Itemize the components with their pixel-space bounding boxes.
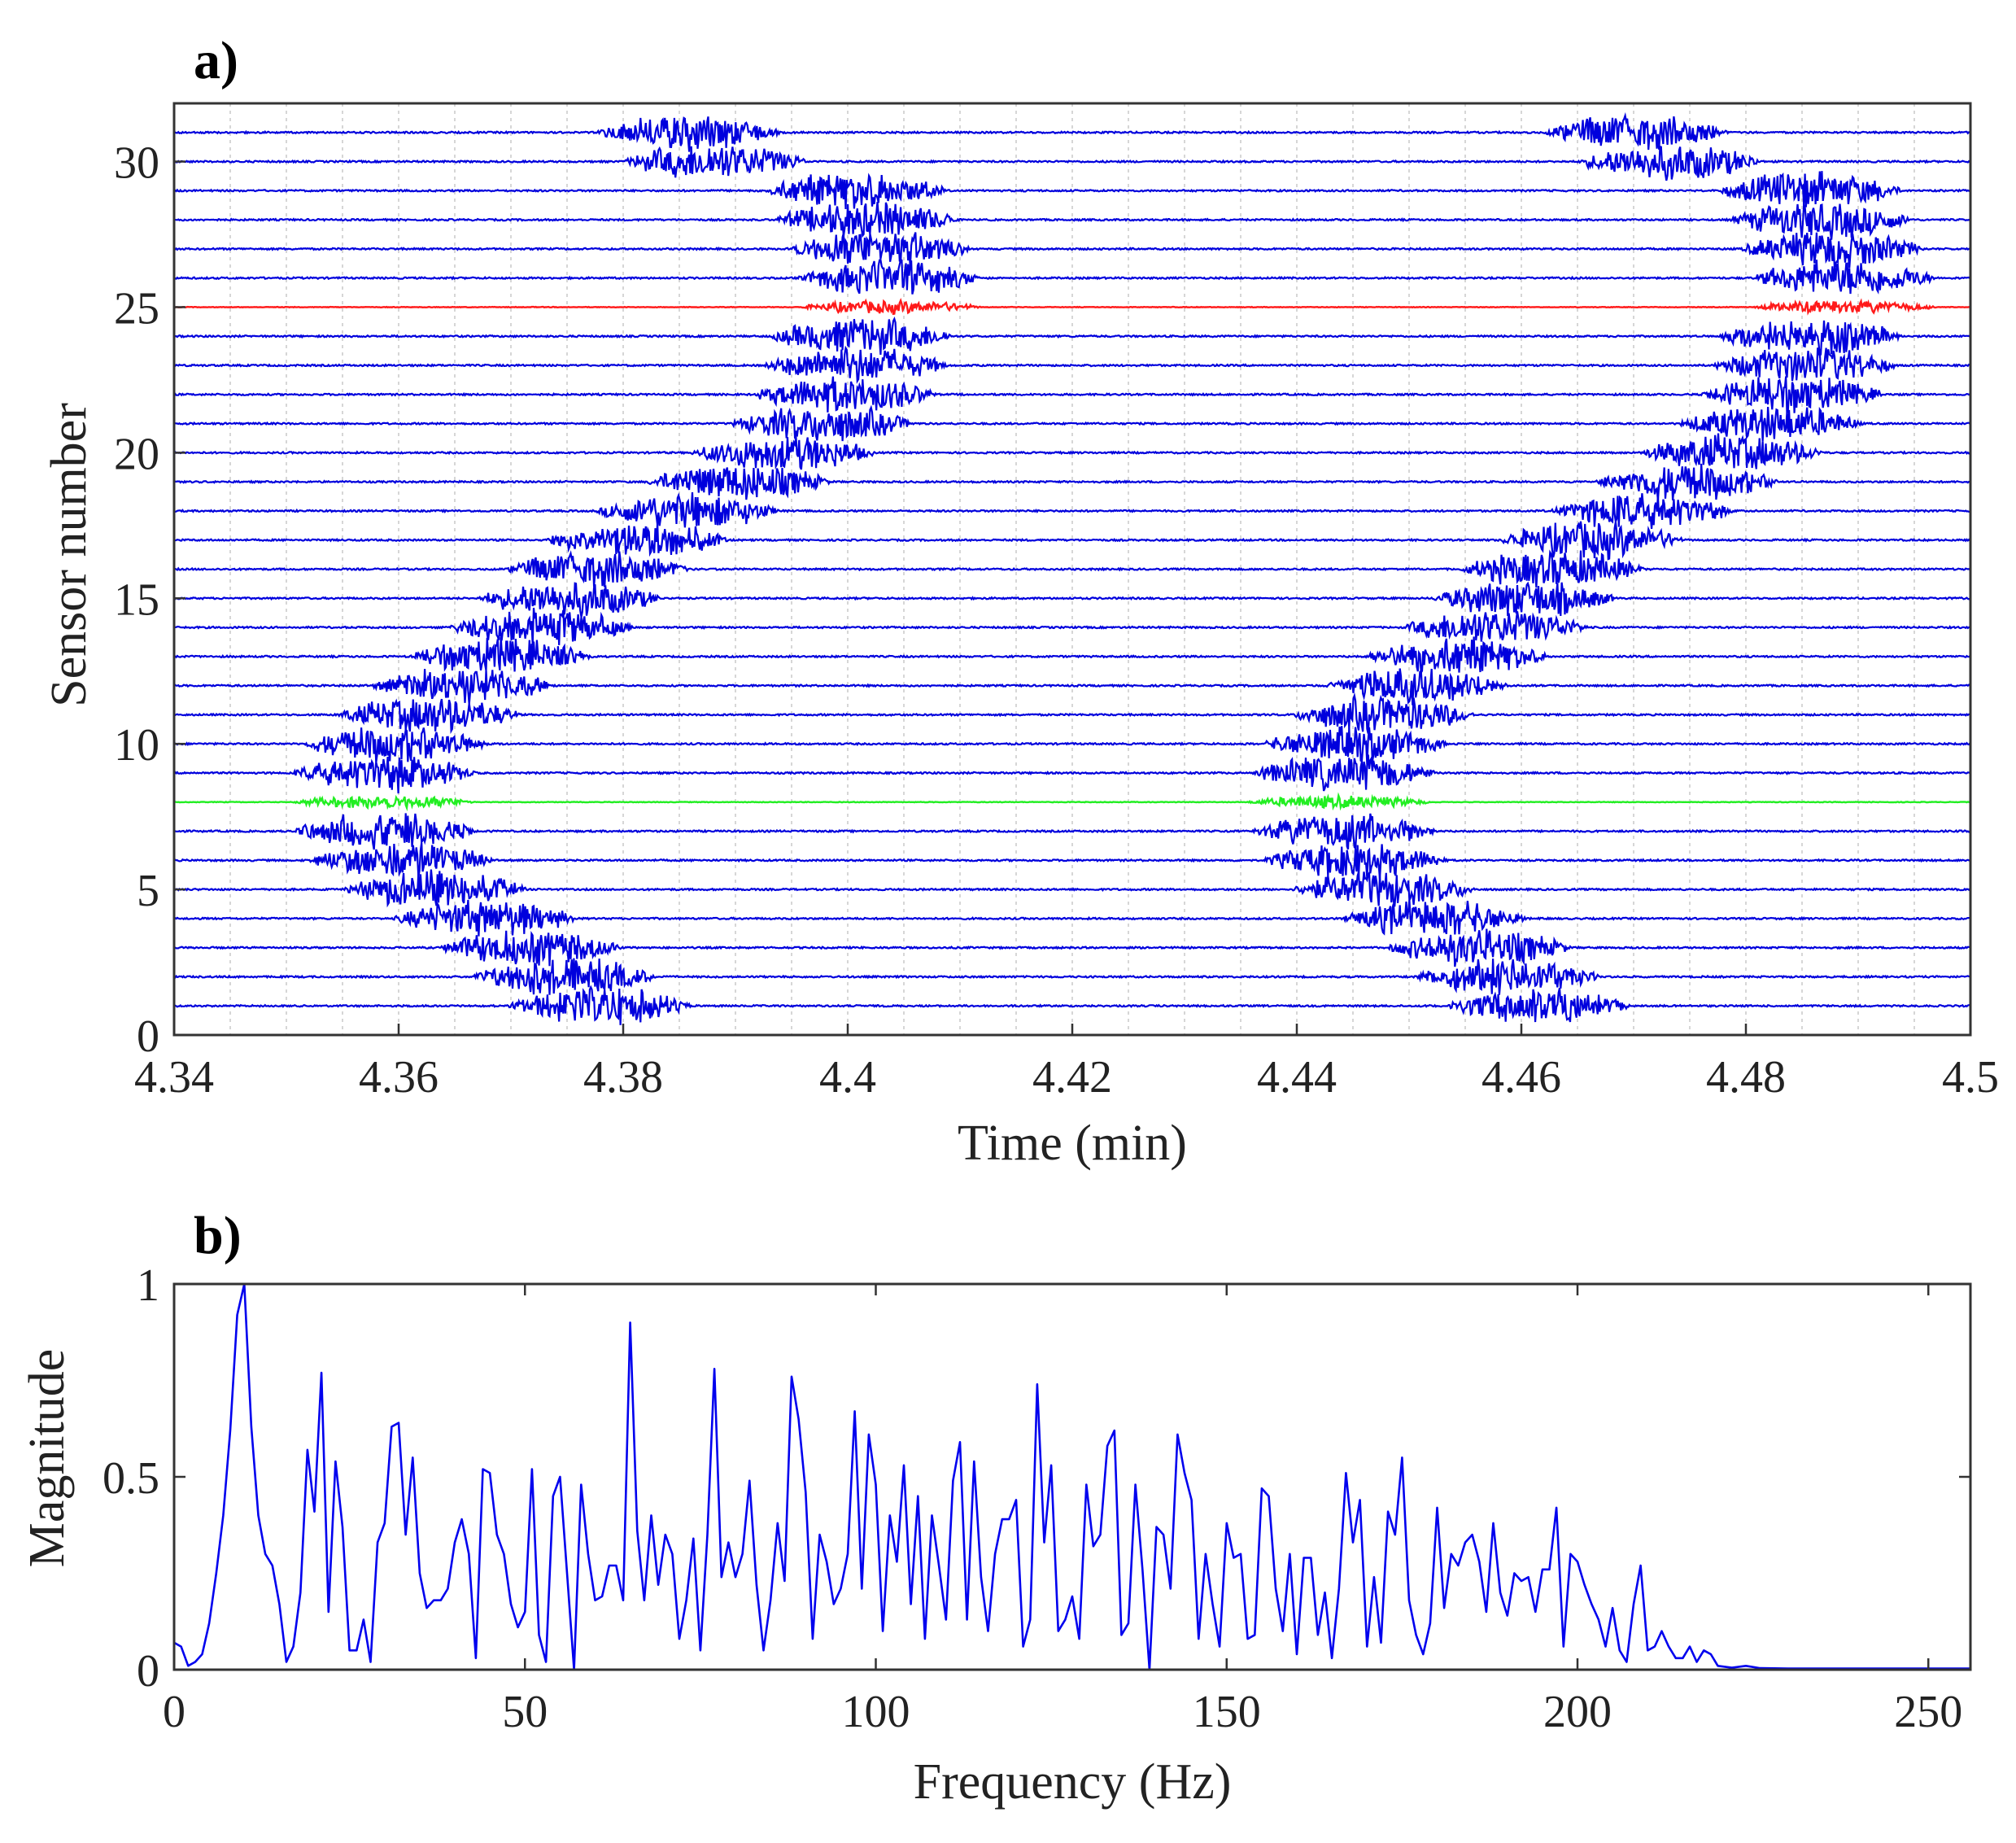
x-tick-label: 4.48 [1706,1052,1786,1103]
x-tick-label: 4.36 [359,1052,439,1103]
sensor-trace-17 [173,521,1971,561]
sensor-trace-22 [173,376,1971,413]
sensor-trace-18 [173,491,1970,529]
x-tick-label: 150 [1193,1687,1261,1737]
sensor-trace-31 [173,111,1970,152]
sensor-trace-4 [173,899,1970,937]
sensor-trace-30 [173,145,1971,181]
x-tick-label: 4.38 [583,1052,663,1103]
panel-a-ticks: 4.34 4.36 4.38 4.4 4.42 4.44 4.46 4.48 4.5 0 5 10 15… [114,138,1999,1103]
sensor-trace-5 [173,869,1971,908]
x-tick-label: 4.46 [1481,1052,1561,1103]
sensor-trace-8 [173,792,1970,812]
spectrum-line [173,1282,1970,1671]
sensor-trace-19 [173,463,1970,501]
sensor-trace-12 [173,668,1971,705]
sensor-trace-10 [173,726,1971,764]
sensor-trace-13 [173,636,1970,676]
panel-b-plot-frame [172,1282,1972,1671]
sensor-trace-24 [173,316,1971,359]
sensor-trace-11 [173,692,1970,735]
panel-a-label: a) [194,31,238,90]
panel-b-ylabel: Magnitude [20,1349,75,1568]
x-tick-label: 250 [1894,1687,1962,1737]
sensor-trace-9 [173,754,1970,794]
x-tick-label: 4.44 [1257,1052,1337,1103]
sensor-trace-2 [173,958,1970,995]
y-tick-label: 25 [114,283,159,334]
panel-b-series [173,1282,1970,1671]
x-tick-label: 4.34 [134,1052,214,1103]
sensor-trace-7 [173,813,1971,851]
sensor-trace-15 [173,581,1970,618]
sensor-trace-28 [173,201,1970,240]
y-tick-label: 10 [114,720,159,771]
panel-b-xlabel: Frequency (Hz) [914,1754,1232,1810]
x-tick-label: 4.5 [1942,1052,1999,1103]
y-tick-label: 0 [137,1646,159,1697]
y-tick-label: 0 [137,1011,159,1062]
x-tick-label: 200 [1543,1687,1612,1737]
y-tick-label: 0.5 [103,1453,159,1504]
sensor-trace-6 [173,842,1970,879]
panel-a-traces [173,111,1971,1025]
x-tick-label: 4.42 [1032,1052,1112,1103]
sensor-trace-25 [173,297,1970,316]
sensor-trace-14 [173,607,1970,645]
sensor-trace-29 [173,171,1970,209]
panel-a-ylabel: Sensor number [41,403,97,707]
sensor-trace-20 [173,433,1971,470]
y-tick-label: 20 [114,429,159,479]
sensor-trace-23 [173,345,1970,384]
y-tick-label: 5 [137,866,159,916]
panel-b-ticks: 0 50 100 150 200 250 0 0.5 1 [103,1260,1970,1737]
y-tick-label: 1 [137,1260,159,1311]
sensor-trace-1 [173,985,1970,1025]
panel-b-label: b) [194,1206,242,1265]
sensor-trace-3 [173,928,1970,967]
sensor-trace-26 [173,258,1971,295]
x-tick-label: 4.4 [819,1052,876,1103]
x-tick-label: 50 [502,1687,548,1737]
panel-a-chart: a) 4.34 4.36 4.38 4.4 4.42 4.44 4.46 4.48 4.5 0 5 1… [41,31,1999,1171]
sensor-trace-21 [173,404,1971,442]
panel-b-chart: b) 0 50 100 150 200 250 0 0.5 1 Frequency (Hz) M… [20,1206,1972,1810]
x-tick-label: 100 [842,1687,910,1737]
panel-a-xlabel: Time (min) [958,1116,1187,1171]
y-tick-label: 15 [114,574,159,625]
sensor-trace-16 [173,549,1971,588]
y-tick-label: 30 [114,138,159,189]
sensor-trace-27 [173,232,1970,269]
x-tick-label: 0 [163,1687,185,1737]
